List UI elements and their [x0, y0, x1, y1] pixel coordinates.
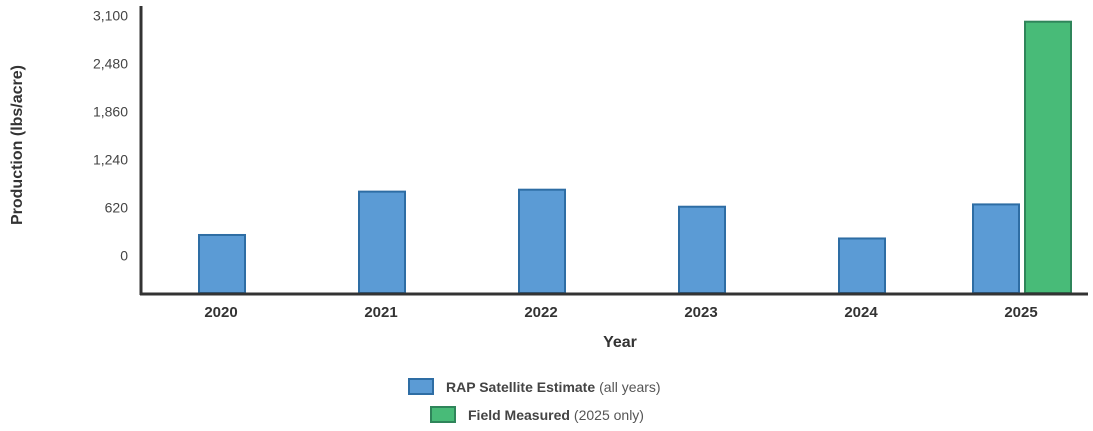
bar-rap-2021[interactable]: [358, 190, 406, 294]
legend-swatch-field: [430, 406, 456, 423]
x-tick-label: 2025: [1004, 304, 1037, 321]
bar-rap-2020[interactable]: [198, 233, 246, 294]
x-axis-title: Year: [603, 334, 637, 351]
y-tick-label: 1,240: [93, 152, 128, 168]
bar-field-2025[interactable]: [1024, 20, 1072, 295]
bars-group: [198, 20, 1072, 295]
y-tick-label: 1,860: [93, 104, 128, 120]
x-tick-label: 2023: [684, 304, 717, 321]
bar-rap-2024[interactable]: [838, 237, 886, 294]
y-tick-label: 3,100: [93, 8, 128, 24]
legend-swatch-rap: [408, 378, 434, 395]
legend-note-rap: (all years): [599, 378, 661, 395]
legend-note-field: (2025 only): [573, 406, 644, 423]
legend-item-field[interactable]: Field Measured (2025 only): [430, 406, 644, 423]
y-axis-ticks: 0 620 1,240 1,860 2,480 3,100: [93, 8, 128, 264]
x-axis-ticks: 2020 2021 2022 2023 2024 2025: [204, 304, 1037, 321]
bar-rap-2023[interactable]: [678, 205, 726, 294]
bar-rap-2025[interactable]: [972, 203, 1020, 294]
legend-item-rap[interactable]: RAP Satellite Estimate (all years): [408, 378, 661, 395]
y-tick-label: 2,480: [93, 56, 128, 72]
x-tick-label: 2020: [204, 304, 237, 321]
x-tick-label: 2024: [844, 304, 878, 321]
x-tick-label: 2022: [524, 304, 557, 321]
x-tick-label: 2021: [364, 304, 397, 321]
legend-label-rap: RAP Satellite Estimate: [446, 378, 596, 395]
y-axis-title: Production (lbs/acre): [9, 65, 26, 225]
y-tick-label: 620: [105, 200, 129, 216]
legend-label-field: Field Measured: [468, 406, 570, 423]
bar-rap-2022[interactable]: [518, 188, 566, 294]
y-tick-label: 0: [120, 248, 128, 264]
